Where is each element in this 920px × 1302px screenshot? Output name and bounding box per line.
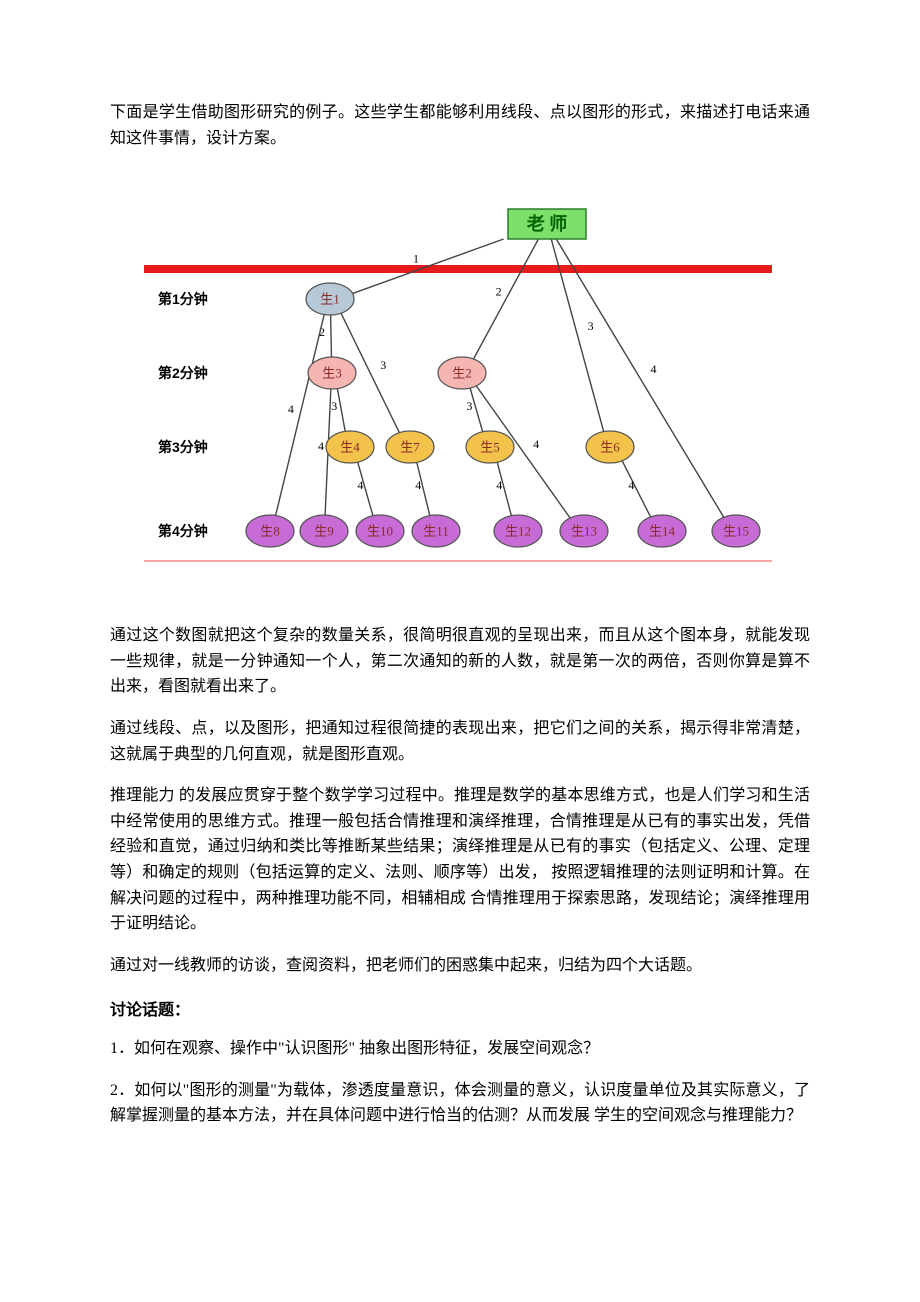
svg-text:第2分钟: 第2分钟 (158, 365, 208, 381)
svg-text:第3分钟: 第3分钟 (158, 439, 208, 455)
svg-text:生1: 生1 (320, 292, 340, 307)
svg-text:4: 4 (357, 478, 363, 492)
svg-text:生4: 生4 (340, 440, 360, 455)
svg-text:4: 4 (318, 439, 324, 453)
paragraph-after-diagram-1: 通过这个数图就把这个复杂的数量关系，很简明很直观的呈现出来，而且从这个图本身，就… (110, 623, 810, 700)
paragraph-interview: 通过对一线教师的访谈，查阅资料，把老师们的困惑集中起来，归结为四个大话题。 (110, 953, 810, 979)
discussion-q2: 2．如何以"图形的测量"为载体，渗透度量意识，体会测量的意义，认识度量单位及其实… (110, 1078, 810, 1129)
svg-text:3: 3 (380, 358, 386, 372)
svg-text:老 师: 老 师 (527, 213, 568, 234)
svg-text:第1分钟: 第1分钟 (158, 291, 208, 307)
svg-text:生9: 生9 (314, 524, 334, 539)
svg-text:3: 3 (331, 399, 337, 413)
svg-text:3: 3 (466, 399, 472, 413)
svg-text:生10: 生10 (367, 524, 393, 539)
paragraph-after-diagram-2: 通过线段、点，以及图形，把通知过程很简捷的表现出来，把它们之间的关系，揭示得非常… (110, 716, 810, 767)
svg-text:生8: 生8 (260, 524, 280, 539)
svg-text:生14: 生14 (649, 524, 676, 539)
svg-text:4: 4 (628, 478, 634, 492)
svg-text:生5: 生5 (480, 440, 500, 455)
svg-text:生7: 生7 (400, 440, 420, 455)
svg-text:生3: 生3 (322, 366, 342, 381)
svg-text:4: 4 (533, 437, 539, 451)
discussion-q1: 1．如何在观察、操作中"认识图形" 抽象出图形特征，发展空间观念？ (110, 1036, 810, 1062)
document-page: 下面是学生借助图形研究的例子。这些学生都能够利用线段、点以图形的形式，来描述打电… (0, 0, 920, 1205)
svg-text:生2: 生2 (452, 366, 472, 381)
svg-text:生6: 生6 (600, 440, 620, 455)
paragraph-reasoning: 推理能力 的发展应贯穿于整个数学学习过程中。推理是数学的基本思维方式，也是人们学… (110, 783, 810, 937)
tree-diagram-svg: 123423434344444老 师第1分钟第2分钟第3分钟第4分钟生1生2生3… (110, 175, 790, 595)
svg-text:生12: 生12 (505, 524, 531, 539)
intro-paragraph: 下面是学生借助图形研究的例子。这些学生都能够利用线段、点以图形的形式，来描述打电… (110, 100, 810, 151)
discussion-heading: 讨论话题： (110, 998, 810, 1024)
svg-text:4: 4 (288, 402, 294, 416)
svg-text:第4分钟: 第4分钟 (158, 523, 208, 539)
svg-text:2: 2 (496, 285, 502, 299)
svg-text:4: 4 (415, 478, 421, 492)
tree-diagram: 123423434344444老 师第1分钟第2分钟第3分钟第4分钟生1生2生3… (110, 175, 790, 595)
svg-text:生15: 生15 (723, 524, 749, 539)
svg-text:生13: 生13 (571, 524, 597, 539)
svg-text:1: 1 (413, 252, 419, 266)
svg-text:3: 3 (588, 319, 594, 333)
svg-text:4: 4 (650, 362, 656, 376)
svg-text:4: 4 (496, 478, 502, 492)
svg-text:生11: 生11 (423, 524, 449, 539)
